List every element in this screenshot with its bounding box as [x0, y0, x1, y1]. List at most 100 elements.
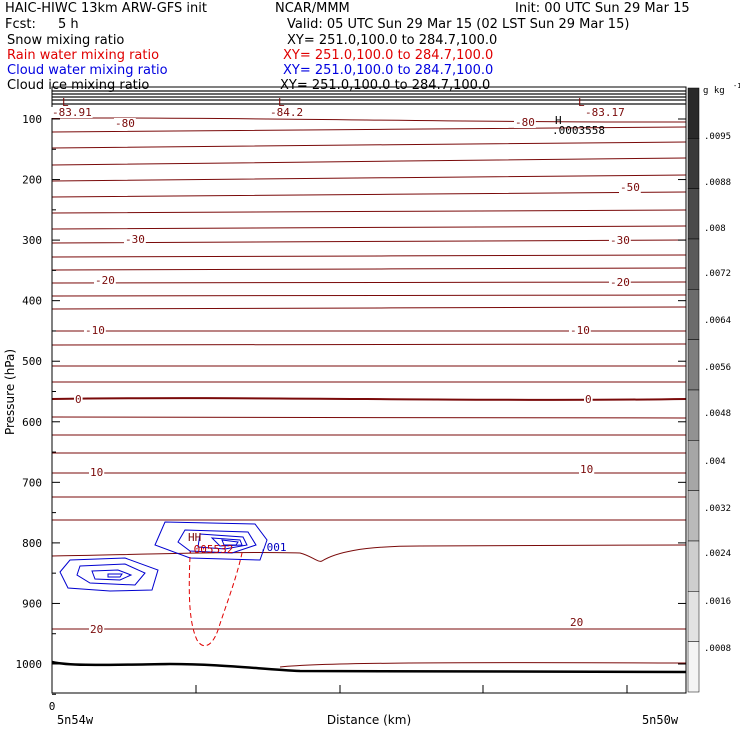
temp-label-bg — [114, 118, 136, 129]
colorbar-tick-9: .0024 — [704, 549, 731, 559]
temp-label-bg — [609, 277, 631, 288]
cloud-hh-label: HH — [188, 531, 201, 544]
temp-label-bg — [124, 234, 146, 245]
temp-label-bg — [84, 325, 106, 336]
temp-label-8: -20 — [95, 274, 115, 287]
colorbar-tick-7: .004 — [704, 457, 726, 467]
temp-label-bg — [94, 275, 116, 286]
rain-contour — [188, 552, 243, 647]
field-cloudice-xy: XY= 251.0,100.0 to 284.7,100.0 — [280, 78, 491, 93]
field-cloudwater-name: Cloud water mixing ratio — [7, 63, 168, 78]
colorbar-tick-10: .0016 — [704, 597, 731, 607]
temperature-contour-19 — [51, 416, 687, 419]
temp-label-11: -10 — [570, 324, 590, 337]
temp-label-7: -30 — [610, 234, 630, 247]
x-left-label: 5n54w — [57, 713, 94, 727]
temp-label-bg — [584, 107, 626, 118]
ytick-label-700: 700 — [22, 476, 42, 489]
temperature-contour-5 — [51, 191, 687, 198]
field-snow-xy: XY= 251.0,100.0 to 284.7,100.0 — [287, 33, 498, 48]
temperature-contour-0 — [51, 117, 687, 123]
temp-label-6: -30 — [125, 233, 145, 246]
temp-label-4: -80 — [515, 116, 535, 129]
snow-contours — [52, 90, 686, 105]
temperature-contour-6 — [51, 209, 687, 214]
temperature-contour-9 — [51, 254, 687, 258]
colorbar-tick-1: .0088 — [704, 178, 731, 188]
temp-label-16: 20 — [90, 623, 103, 636]
colorbar-unit-exp: -1 — [733, 82, 740, 90]
cloud-contour-right-4 — [210, 537, 243, 547]
temperature-contour-7 — [51, 225, 687, 230]
colorbar-tick-8: .0032 — [704, 504, 731, 514]
colorbar-tick-11: .0008 — [704, 644, 731, 654]
temperature-contour-15 — [51, 343, 687, 346]
cloud-contour-label: .001 — [260, 541, 287, 554]
colorbar-segment-6 — [687, 389, 700, 441]
temp-label-15: 10 — [580, 463, 593, 476]
xtick-label-0: 0 — [49, 700, 56, 713]
cloud-contour-right-5 — [221, 539, 239, 546]
temp-label-bg — [514, 117, 536, 128]
ytick-label-600: 600 — [22, 416, 42, 429]
temp-label-9: -20 — [610, 276, 630, 289]
ytick-label-900: 900 — [22, 597, 42, 610]
colorbar-segment-0 — [687, 87, 700, 139]
field-snow-name: Snow mixing ratio — [7, 33, 125, 48]
model-title: HAIC-HIWC 13km ARW-GFS init — [5, 1, 207, 16]
temperature-contour-10 — [51, 267, 687, 271]
colorbar-tick-5: .0056 — [704, 363, 731, 373]
colorbar-tick-6: .0048 — [704, 409, 731, 419]
low-marker-2: L — [578, 96, 585, 109]
field-cloudwater-xy: XY= 251.0,100.0 to 284.7,100.0 — [283, 63, 494, 78]
high-marker-value: .0003558 — [552, 124, 605, 137]
high-marker: H — [555, 114, 562, 127]
colorbar-segment-1 — [687, 138, 700, 189]
ytick-label-100: 100 — [22, 113, 42, 126]
temperature-contour-11 — [51, 281, 687, 284]
cloud-contour-left-4 — [107, 573, 123, 578]
colorbar-unit: g kg — [703, 86, 725, 96]
temp-label-bg — [569, 617, 585, 628]
colorbar-segment-4 — [687, 289, 700, 340]
colorbar-segment-3 — [687, 238, 700, 290]
temp-label-13: 0 — [585, 393, 592, 406]
temp-label-17: 20 — [570, 616, 583, 629]
low-marker-1: L — [278, 96, 285, 109]
cloud-contour-right-3 — [197, 533, 248, 550]
cloud-contour-left-3 — [91, 569, 133, 581]
colorbar-segment-9 — [687, 540, 700, 592]
x-right-label: 5n50w — [642, 713, 679, 727]
temperature-contour-12 — [51, 294, 687, 297]
temp-label-bg — [579, 464, 595, 475]
cloud-contour-outer-left — [59, 557, 159, 592]
temp-label-10: -10 — [85, 324, 105, 337]
colorbar-segment-5 — [687, 339, 700, 391]
valid-time: Valid: 05 UTC Sun 29 Mar 15 (02 LST Sun … — [287, 17, 630, 32]
temperature-contour-18 — [51, 397, 687, 401]
cloud-contour-right-2 — [177, 529, 257, 554]
cloud-contour-outer-right — [154, 521, 268, 561]
temperature-contours — [51, 117, 687, 674]
temp-label-0: -83.91 — [52, 106, 92, 119]
colorbar-segment-8 — [687, 490, 700, 542]
colorbar-tick-2: .008 — [704, 224, 726, 234]
temp-label-bg — [89, 624, 105, 635]
x-axis-title: Distance (km) — [327, 713, 411, 727]
temperature-contour-14 — [51, 330, 687, 332]
colorbar-segment-7 — [687, 440, 700, 491]
field-rain-name: Rain water mixing ratio — [7, 48, 160, 63]
colorbar: .0095 .0088 .008 .0072 .0064 .0056 .0048 .004 .0… — [687, 82, 740, 693]
temperature-contour-dip — [51, 544, 687, 562]
low-marker-0: L — [62, 96, 69, 109]
cloud-water-contours — [59, 521, 268, 647]
colorbar-segment-11 — [687, 641, 700, 693]
temp-label-5: -50 — [620, 181, 640, 194]
ytick-label-200: 200 — [22, 174, 42, 187]
fcst-value: 5 h — [58, 17, 79, 32]
temp-label-bg — [584, 394, 593, 405]
ytick-label-800: 800 — [22, 537, 42, 550]
colorbar-tick-4: .0064 — [704, 316, 731, 326]
